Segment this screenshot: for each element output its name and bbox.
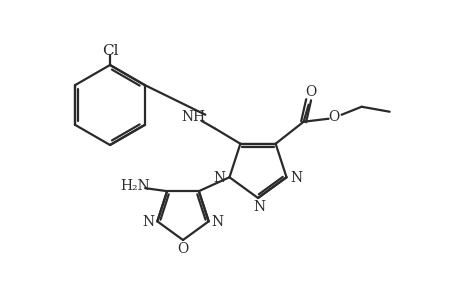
Text: O: O — [304, 85, 316, 99]
Text: N: N — [213, 171, 225, 185]
Text: N: N — [211, 215, 223, 229]
Text: N: N — [290, 171, 302, 185]
Text: O: O — [327, 110, 339, 124]
Text: N: N — [142, 215, 154, 229]
Text: NH: NH — [181, 110, 205, 124]
Text: Cl: Cl — [101, 44, 118, 58]
Text: H₂N: H₂N — [120, 179, 150, 193]
Text: N: N — [252, 200, 264, 214]
Text: O: O — [177, 242, 188, 256]
